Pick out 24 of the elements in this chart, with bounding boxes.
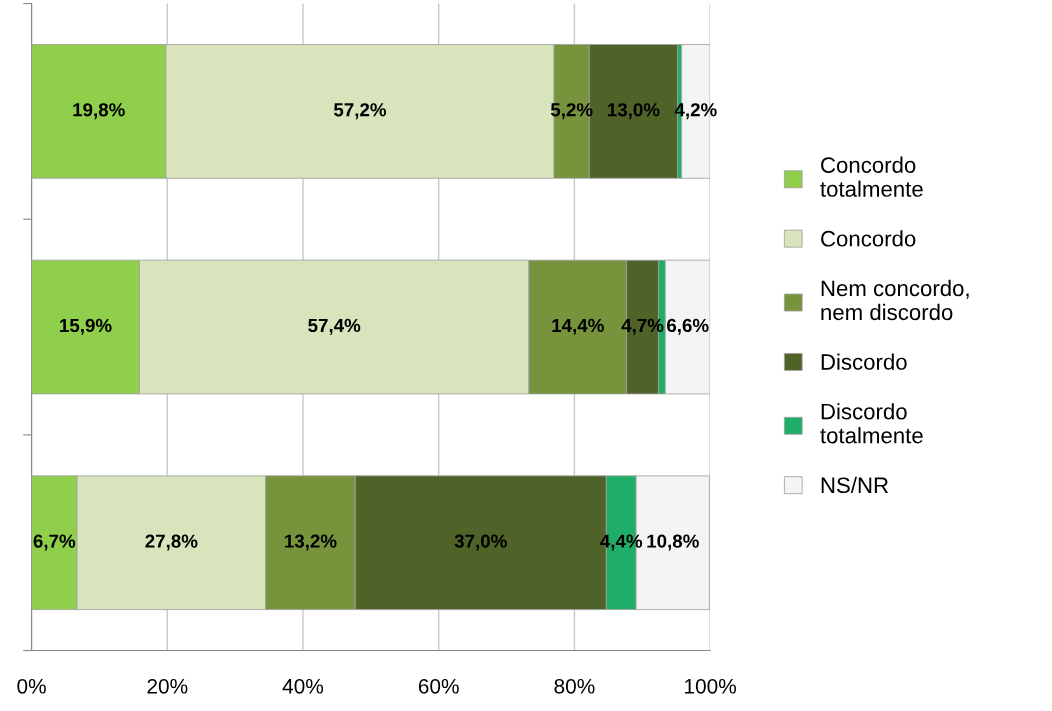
- x-tick-label: 60%: [418, 678, 459, 694]
- x-tick-label: 20%: [147, 678, 188, 694]
- data-label: 27,8%: [145, 534, 198, 551]
- x-tick-label: 100%: [685, 678, 736, 694]
- data-label: 37,0%: [454, 534, 507, 551]
- data-label: 19,8%: [73, 103, 125, 120]
- legend-label: Discordo totalmente: [820, 403, 923, 444]
- data-label: 57,4%: [308, 318, 361, 335]
- legend-label: Concordo: [821, 230, 916, 247]
- legend-label: Nem concordo, nem discordo: [821, 279, 969, 321]
- data-label: 6,6%: [667, 318, 709, 335]
- data-label: 15,9%: [60, 318, 112, 335]
- data-label: 6,7%: [33, 534, 76, 551]
- legend-label: Discordo: [821, 353, 907, 370]
- data-label: 13,2%: [285, 534, 337, 551]
- legend-label: NS/NR: [821, 476, 889, 494]
- data-label: 14,4%: [552, 318, 604, 335]
- data-label: 10,8%: [647, 534, 699, 551]
- data-label: 57,2%: [333, 103, 387, 120]
- x-tick-label: 40%: [282, 678, 324, 694]
- x-tick-label: 0%: [17, 678, 46, 694]
- legend-label: Concordo totalmente: [820, 156, 923, 197]
- data-label: 13,0%: [608, 103, 660, 120]
- x-tick-label: 80%: [554, 678, 595, 694]
